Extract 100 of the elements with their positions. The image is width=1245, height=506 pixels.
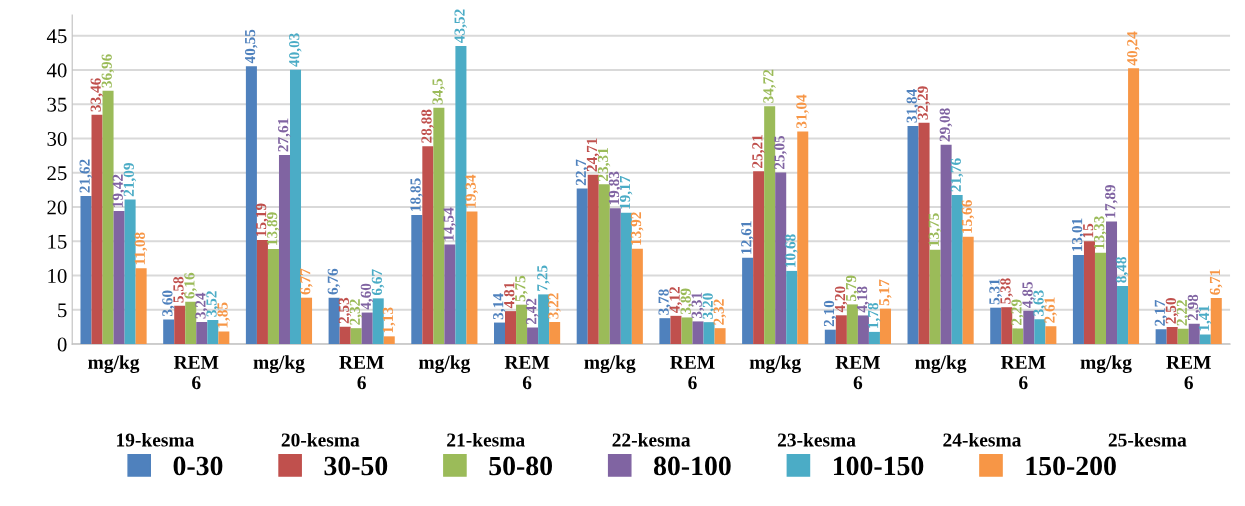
bar (163, 319, 175, 345)
data-label: 6,67 (371, 269, 385, 296)
y-tick-label: 25 (47, 166, 67, 181)
data-label: 22,7 (575, 159, 589, 186)
bar (907, 125, 919, 345)
bar (857, 315, 869, 345)
data-label: 2,42 (526, 298, 539, 325)
data-label: 6,77 (300, 268, 313, 295)
data-label: 24,71 (586, 138, 600, 172)
data-label: 3,78 (658, 289, 671, 315)
x-tick-label: REM 6 (1000, 355, 1046, 390)
data-label: 21,09 (123, 163, 137, 197)
bar (290, 69, 302, 345)
bar (951, 194, 963, 345)
bar (940, 144, 952, 345)
bar (1155, 329, 1167, 345)
bar (1177, 328, 1189, 345)
data-label: 15,66 (961, 200, 975, 233)
bar (918, 122, 930, 345)
data-label: 2,29 (1011, 299, 1024, 326)
bar (824, 329, 836, 345)
bar (278, 154, 290, 345)
text: 25-kesma (1108, 432, 1187, 447)
text: 22-kesma (612, 432, 691, 447)
data-label: 4,85 (1022, 281, 1035, 308)
bar (797, 131, 809, 345)
data-label: 6,76 (327, 268, 341, 295)
data-label: 23,31 (597, 148, 611, 181)
data-label: 12,61 (741, 221, 754, 254)
data-label: 10,68 (785, 234, 798, 267)
x-tick-label: mg/kg (88, 355, 140, 373)
data-label: 34,5 (432, 78, 445, 105)
data-label: 1,78 (867, 302, 881, 328)
data-label: 3,24 (195, 292, 208, 319)
x-tick-label: mg/kg (749, 355, 801, 373)
data-label: 2,17 (1154, 300, 1168, 326)
bar (102, 90, 114, 345)
data-label: 4,81 (504, 282, 517, 309)
bar (703, 322, 715, 345)
bar (1106, 221, 1118, 345)
y-tick-label: 20 (47, 200, 67, 215)
bar (929, 249, 941, 345)
data-label: 21,76 (950, 158, 964, 192)
data-label: 13,92 (630, 212, 644, 245)
bar (494, 322, 506, 345)
bar (328, 297, 340, 345)
data-label: 1,41 (1198, 305, 1212, 331)
bar (256, 240, 268, 345)
y-tick-label: 0 (57, 337, 67, 352)
bar (124, 199, 136, 345)
x-tick-label: mg/kg (915, 355, 967, 373)
bar (846, 304, 858, 345)
bar (753, 171, 765, 345)
bar (692, 321, 704, 345)
bar (538, 294, 550, 345)
x-tick-label: mg/kg (584, 355, 636, 373)
data-label: 4,60 (360, 283, 374, 310)
legend-label: 80-100 (653, 456, 731, 476)
bar (587, 174, 599, 345)
bar (620, 212, 632, 345)
data-label: 28,88 (421, 109, 434, 143)
bar (1188, 323, 1200, 345)
data-label: 2,61 (1044, 297, 1057, 323)
bar (516, 304, 528, 345)
data-label: 21,62 (79, 159, 93, 193)
legend-label: 50-80 (489, 456, 552, 476)
data-label: 2,53 (338, 297, 352, 324)
bar (1083, 241, 1095, 345)
data-label: 5,31 (989, 279, 1002, 305)
bar (576, 188, 588, 345)
bar (714, 328, 726, 345)
data-label: 1,85 (217, 302, 230, 328)
data-label: 7,25 (537, 265, 550, 291)
data-label: 19,34 (465, 174, 478, 208)
data-label: 2,32 (713, 299, 727, 325)
bar (113, 211, 125, 345)
bar (350, 328, 362, 345)
bar (1001, 307, 1013, 345)
data-label: 3,63 (1033, 290, 1046, 316)
bar (1023, 310, 1035, 345)
y-tick-label: 5 (58, 303, 67, 318)
data-label: 2,98 (1187, 294, 1201, 321)
y-tick-label: 10 (48, 268, 67, 283)
bar (1094, 252, 1106, 345)
legend-label: 30-50 (324, 456, 388, 476)
data-label: 43,52 (454, 9, 467, 43)
data-label: 19,17 (619, 175, 633, 209)
data-label: 31,84 (906, 89, 920, 123)
bar (1166, 326, 1178, 345)
bar (339, 326, 351, 345)
bar (135, 268, 147, 345)
y-tick-label: 45 (46, 29, 67, 44)
bar (1034, 319, 1046, 345)
data-label: 13,89 (266, 212, 280, 245)
data-label: 2,10 (823, 300, 837, 327)
data-label: 5,79 (845, 275, 859, 302)
bar (1199, 334, 1211, 345)
data-label: 5,17 (879, 279, 892, 306)
data-label: 34,72 (763, 69, 776, 103)
bar (631, 248, 643, 345)
